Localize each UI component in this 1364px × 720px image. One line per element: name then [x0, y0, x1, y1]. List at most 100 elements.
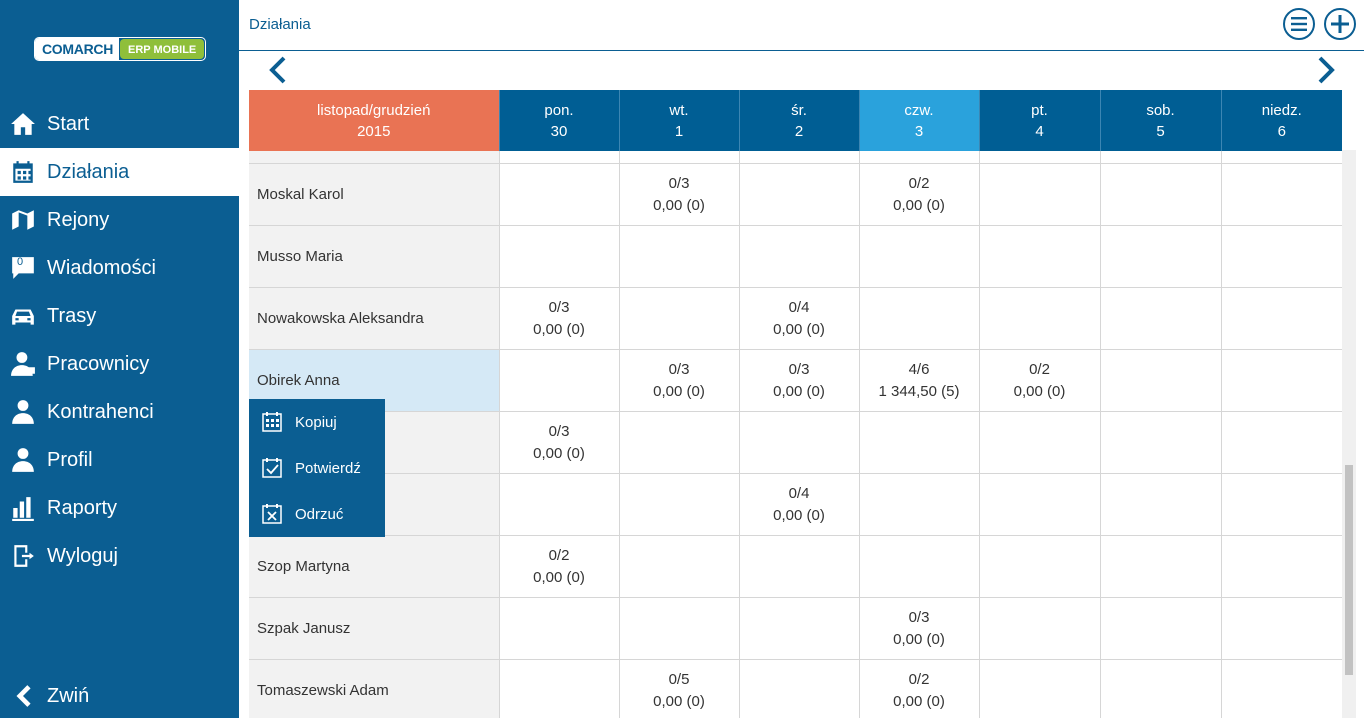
- day-cell[interactable]: 0/3 0,00 (0): [738, 349, 860, 412]
- table-row[interactable]: Szop Martyna 0/2 0,00 (0): [249, 535, 1342, 598]
- day-cell[interactable]: [1099, 597, 1222, 660]
- day-cell[interactable]: [1099, 349, 1222, 412]
- day-cell[interactable]: [618, 535, 740, 598]
- day-cell[interactable]: [618, 287, 740, 350]
- day-cell[interactable]: [1099, 225, 1222, 288]
- sidebar-item-wyloguj[interactable]: Wyloguj: [0, 532, 239, 580]
- day-cell[interactable]: 0/2 0,00 (0): [978, 349, 1101, 412]
- day-cell[interactable]: [618, 473, 740, 536]
- day-cell[interactable]: [1099, 473, 1222, 536]
- table-row[interactable]: Moskal Karol 0/3 0,00 (0) 0/2 0,00 (0): [249, 163, 1342, 226]
- table-row[interactable]: Tomaszewski Adam 0/5 0,00 (0) 0/2 0,00 (0): [249, 659, 1342, 718]
- table-row[interactable]: 0/4 0,00 (0): [249, 473, 1342, 536]
- day-cell[interactable]: [1099, 287, 1222, 350]
- day-cell[interactable]: [858, 535, 980, 598]
- day-cell[interactable]: [618, 411, 740, 474]
- scrollbar-thumb[interactable]: [1345, 465, 1353, 675]
- day-cell[interactable]: [1220, 411, 1342, 474]
- day-cell[interactable]: [738, 535, 860, 598]
- day-cell[interactable]: 0/4 0,00 (0): [738, 287, 860, 350]
- day-cell[interactable]: [1220, 349, 1342, 412]
- add-button[interactable]: [1324, 8, 1356, 40]
- day-cell[interactable]: [738, 163, 860, 226]
- previous-week-button[interactable]: [266, 56, 292, 84]
- day-cell[interactable]: 0/2 0,00 (0): [858, 659, 980, 718]
- table-row[interactable]: 0/3 0,00 (0): [249, 411, 1342, 474]
- day-header[interactable]: śr. 2: [738, 90, 859, 151]
- day-cell[interactable]: [498, 225, 620, 288]
- day-cell[interactable]: [978, 287, 1101, 350]
- copy-menu-item[interactable]: Kopiuj: [249, 399, 385, 445]
- sidebar-item-raporty[interactable]: Raporty: [0, 484, 239, 532]
- day-cell[interactable]: [978, 535, 1101, 598]
- day-cell[interactable]: [1220, 473, 1342, 536]
- day-cell[interactable]: [858, 473, 980, 536]
- day-cell[interactable]: [1220, 287, 1342, 350]
- employee-name-cell[interactable]: Szpak Janusz: [249, 597, 500, 660]
- sidebar-item-dzialania[interactable]: Działania: [0, 148, 239, 196]
- day-cell[interactable]: [738, 411, 860, 474]
- day-header[interactable]: pon. 30: [498, 90, 619, 151]
- day-cell[interactable]: [978, 411, 1101, 474]
- day-cell[interactable]: [738, 659, 860, 718]
- collapse-sidebar-button[interactable]: Zwiń: [0, 672, 239, 720]
- sidebar-item-trasy[interactable]: Trasy: [0, 292, 239, 340]
- day-cell[interactable]: 0/3 0,00 (0): [618, 163, 740, 226]
- day-cell[interactable]: [618, 225, 740, 288]
- day-cell[interactable]: [498, 349, 620, 412]
- day-cell[interactable]: [978, 659, 1101, 718]
- menu-button[interactable]: [1283, 8, 1315, 40]
- day-cell[interactable]: [498, 163, 620, 226]
- day-cell[interactable]: [738, 597, 860, 660]
- table-row[interactable]: Musso Maria: [249, 225, 1342, 288]
- table-row[interactable]: Szpak Janusz 0/3 0,00 (0): [249, 597, 1342, 660]
- sidebar-item-profil[interactable]: Profil: [0, 436, 239, 484]
- day-cell[interactable]: [1099, 411, 1222, 474]
- employee-name-cell[interactable]: Tomaszewski Adam: [249, 659, 500, 718]
- day-cell[interactable]: 0/2 0,00 (0): [858, 163, 980, 226]
- day-cell[interactable]: [738, 225, 860, 288]
- day-header[interactable]: wt. 1: [618, 90, 739, 151]
- employee-name-cell[interactable]: Musso Maria: [249, 225, 500, 288]
- day-cell[interactable]: 4/6 1 344,50 (5): [858, 349, 980, 412]
- day-cell[interactable]: 0/3 0,00 (0): [498, 287, 620, 350]
- table-row[interactable]: Nowakowska Aleksandra 0/3 0,00 (0) 0/4 0,00 …: [249, 287, 1342, 350]
- sidebar-item-start[interactable]: Start: [0, 100, 239, 148]
- sidebar-item-rejony[interactable]: Rejony: [0, 196, 239, 244]
- day-cell[interactable]: [498, 473, 620, 536]
- day-cell[interactable]: [1220, 535, 1342, 598]
- day-header[interactable]: niedz. 6: [1220, 90, 1342, 151]
- day-cell[interactable]: [858, 287, 980, 350]
- day-cell[interactable]: [498, 659, 620, 718]
- day-cell[interactable]: [1099, 535, 1222, 598]
- day-cell[interactable]: [978, 225, 1101, 288]
- day-cell[interactable]: [978, 163, 1101, 226]
- day-cell[interactable]: [1099, 659, 1222, 718]
- day-cell[interactable]: 0/3 0,00 (0): [498, 411, 620, 474]
- day-header[interactable]: pt. 4: [978, 90, 1100, 151]
- day-cell[interactable]: 0/5 0,00 (0): [618, 659, 740, 718]
- scrollbar[interactable]: [1342, 150, 1356, 718]
- sidebar-item-wiadomosci[interactable]: 0 Wiadomości: [0, 244, 239, 292]
- sidebar-item-kontrahenci[interactable]: Kontrahenci: [0, 388, 239, 436]
- day-cell[interactable]: [858, 225, 980, 288]
- employee-name-cell[interactable]: Moskal Karol: [249, 163, 500, 226]
- next-week-button[interactable]: [1312, 56, 1338, 84]
- table-row[interactable]: Obirek Anna 0/3 0,00 (0) 0/3 0,00 (0) 4/6 1 34…: [249, 349, 1342, 412]
- day-cell[interactable]: [1099, 163, 1222, 226]
- day-cell[interactable]: [1220, 659, 1342, 718]
- day-cell[interactable]: [1220, 597, 1342, 660]
- day-cell[interactable]: [1220, 225, 1342, 288]
- day-header-today[interactable]: czw. 3: [858, 90, 979, 151]
- day-cell[interactable]: [498, 597, 620, 660]
- day-cell[interactable]: [618, 597, 740, 660]
- confirm-menu-item[interactable]: Potwierdź: [249, 445, 385, 491]
- reject-menu-item[interactable]: Odrzuć: [249, 491, 385, 537]
- day-cell[interactable]: [1220, 163, 1342, 226]
- day-cell[interactable]: 0/3 0,00 (0): [858, 597, 980, 660]
- employee-name-cell[interactable]: Szop Martyna: [249, 535, 500, 598]
- day-cell[interactable]: [858, 411, 980, 474]
- day-cell[interactable]: 0/2 0,00 (0): [498, 535, 620, 598]
- day-cell[interactable]: 0/3 0,00 (0): [618, 349, 740, 412]
- day-header[interactable]: sob. 5: [1099, 90, 1221, 151]
